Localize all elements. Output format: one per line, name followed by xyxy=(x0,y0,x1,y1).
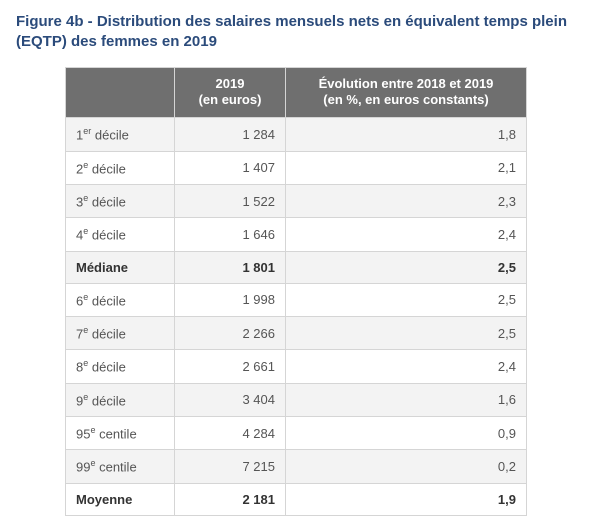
row-label: 6e décile xyxy=(66,283,175,316)
row-label: 99e centile xyxy=(66,450,175,483)
figure-title: Figure 4b - Distribution des salaires me… xyxy=(16,12,576,53)
table-row: 99e centile7 2150,2 xyxy=(66,450,527,483)
cell-evolution: 2,5 xyxy=(286,283,527,316)
table-row: 9e décile3 4041,6 xyxy=(66,383,527,416)
cell-2019: 1 522 xyxy=(175,184,286,217)
row-label: 7e décile xyxy=(66,316,175,349)
cell-evolution: 2,4 xyxy=(286,350,527,383)
table-row: 6e décile1 9982,5 xyxy=(66,283,527,316)
table-header: 2019 (en euros) Évolution entre 2018 et … xyxy=(66,67,527,118)
cell-2019: 4 284 xyxy=(175,416,286,449)
table-row: 7e décile2 2662,5 xyxy=(66,316,527,349)
row-label: 3e décile xyxy=(66,184,175,217)
row-label: 1er décile xyxy=(66,118,175,151)
col-header-evolution: Évolution entre 2018 et 2019 (en %, en e… xyxy=(286,67,527,118)
row-label: 9e décile xyxy=(66,383,175,416)
cell-evolution: 2,3 xyxy=(286,184,527,217)
row-label: 8e décile xyxy=(66,350,175,383)
cell-2019: 3 404 xyxy=(175,383,286,416)
cell-evolution: 2,4 xyxy=(286,218,527,251)
table-row: Moyenne2 1811,9 xyxy=(66,483,527,515)
cell-2019: 1 801 xyxy=(175,251,286,283)
table-row: 4e décile1 6462,4 xyxy=(66,218,527,251)
col-header-2019: 2019 (en euros) xyxy=(175,67,286,118)
table-row: 95e centile4 2840,9 xyxy=(66,416,527,449)
table-container: 2019 (en euros) Évolution entre 2018 et … xyxy=(16,67,576,516)
cell-2019: 2 266 xyxy=(175,316,286,349)
row-label: 4e décile xyxy=(66,218,175,251)
salary-distribution-table: 2019 (en euros) Évolution entre 2018 et … xyxy=(65,67,527,516)
table-row: 2e décile1 4072,1 xyxy=(66,151,527,184)
cell-2019: 1 284 xyxy=(175,118,286,151)
cell-evolution: 0,9 xyxy=(286,416,527,449)
table-row: 8e décile2 6612,4 xyxy=(66,350,527,383)
row-label: 2e décile xyxy=(66,151,175,184)
table-body: 1er décile1 2841,82e décile1 4072,13e dé… xyxy=(66,118,527,515)
cell-2019: 1 998 xyxy=(175,283,286,316)
cell-evolution: 2,5 xyxy=(286,251,527,283)
cell-evolution: 1,8 xyxy=(286,118,527,151)
cell-2019: 2 661 xyxy=(175,350,286,383)
cell-evolution: 2,5 xyxy=(286,316,527,349)
cell-2019: 7 215 xyxy=(175,450,286,483)
cell-2019: 1 407 xyxy=(175,151,286,184)
col-header-evo-line1: Évolution entre 2018 et 2019 xyxy=(319,76,494,91)
cell-evolution: 1,9 xyxy=(286,483,527,515)
col-header-2019-line2: (en euros) xyxy=(199,92,262,107)
table-row: 3e décile1 5222,3 xyxy=(66,184,527,217)
table-row: Médiane1 8012,5 xyxy=(66,251,527,283)
cell-evolution: 2,1 xyxy=(286,151,527,184)
row-label: Moyenne xyxy=(66,483,175,515)
cell-evolution: 1,6 xyxy=(286,383,527,416)
cell-2019: 1 646 xyxy=(175,218,286,251)
row-label: 95e centile xyxy=(66,416,175,449)
row-label: Médiane xyxy=(66,251,175,283)
col-header-2019-line1: 2019 xyxy=(216,76,245,91)
col-header-label xyxy=(66,67,175,118)
cell-evolution: 0,2 xyxy=(286,450,527,483)
cell-2019: 2 181 xyxy=(175,483,286,515)
table-row: 1er décile1 2841,8 xyxy=(66,118,527,151)
col-header-evo-line2: (en %, en euros constants) xyxy=(323,92,488,107)
